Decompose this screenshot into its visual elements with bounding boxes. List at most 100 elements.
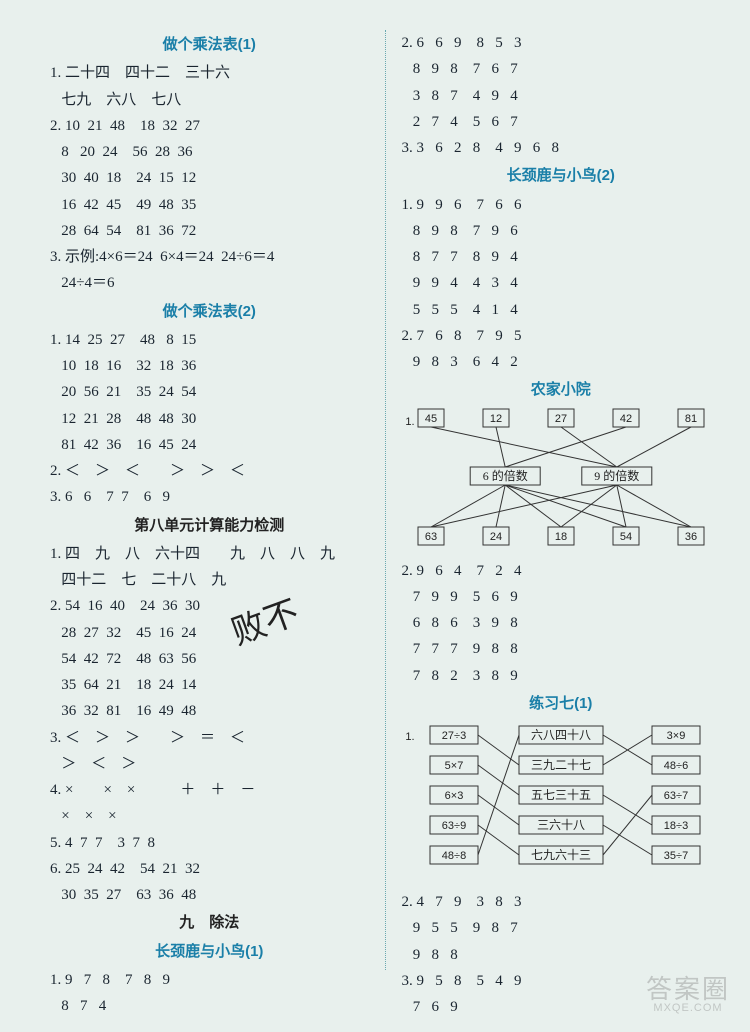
answer-row: 8 9 8 7 9 6: [402, 218, 721, 244]
answer-row: 四十二 七 二十八 九: [50, 567, 369, 593]
answer-row: 7 8 2 3 8 9: [402, 663, 721, 689]
answer-row: 1. 9 9 6 7 6 6: [402, 192, 721, 218]
svg-text:27: 27: [555, 412, 567, 424]
heading-mul1: 做个乘法表(1): [50, 32, 369, 58]
answer-row: 28 64 54 81 36 72: [50, 218, 369, 244]
svg-text:5×7: 5×7: [444, 760, 463, 772]
answer-row: 12 21 28 48 48 30: [50, 406, 369, 432]
svg-text:9 的倍数: 9 的倍数: [594, 467, 639, 482]
svg-text:18÷3: 18÷3: [664, 820, 688, 832]
svg-text:36: 36: [685, 530, 697, 542]
answer-row: 2. 6 6 9 8 5 3: [402, 30, 721, 56]
answer-row: 8 20 24 56 28 36: [50, 139, 369, 165]
answer-row: 7 7 7 9 8 8: [402, 636, 721, 662]
svg-text:63: 63: [425, 530, 437, 542]
answer-row: 54 42 72 48 63 56: [50, 646, 369, 672]
svg-text:42: 42: [620, 412, 632, 424]
answer-row: 9 5 5 9 8 7: [402, 915, 721, 941]
answer-row: ＞ ＜ ＞: [50, 751, 369, 777]
svg-text:27÷3: 27÷3: [442, 730, 466, 742]
answer-row: 4. × × × ＋ ＋ －: [50, 777, 369, 803]
column-divider: [385, 30, 386, 970]
answer-row: 9 9 4 4 3 4: [402, 270, 721, 296]
answer-row: 1. 9 7 8 7 8 9: [50, 967, 369, 993]
answer-row: 2. 9 6 4 7 2 4: [402, 558, 721, 584]
answer-row: 5 5 5 4 1 4: [402, 297, 721, 323]
svg-text:63÷7: 63÷7: [664, 790, 688, 802]
block-giraffe1: 1. 9 7 8 7 8 9 8 7 4: [50, 967, 369, 1020]
answer-row: 6 8 6 3 9 8: [402, 610, 721, 636]
answer-row: 8 7 7 8 9 4: [402, 244, 721, 270]
svg-text:1.: 1.: [406, 731, 415, 743]
answer-row: × × ×: [50, 803, 369, 829]
answer-row: 3. 6 6 7 7 6 9: [50, 484, 369, 510]
svg-text:54: 54: [620, 530, 632, 542]
diagram-matching: 27÷35×76×363÷948÷8六八四十八三九二十七五七三十五三六十八七九六…: [406, 719, 716, 887]
answer-row: 2. 10 21 48 18 32 27: [50, 113, 369, 139]
diagram-multiples: 45 12 27 42 81 6 的倍数 9 的倍数 63 24 18 54 36 1.: [406, 406, 716, 556]
svg-text:6×3: 6×3: [444, 790, 463, 802]
answer-row: 9 8 3 6 4 2: [402, 349, 721, 375]
block-unit8: 1. 四 九 八 六十四 九 八 八 九 四十二 七 二十八 九2. 54 16…: [50, 541, 369, 909]
heading-ex7: 练习七(1): [402, 691, 721, 717]
svg-text:1.: 1.: [406, 415, 415, 427]
heading-div: 九 除法: [50, 910, 369, 936]
answer-row: 3. ＜ ＞ ＞ ＞ ＝ ＜: [50, 725, 369, 751]
answer-row: 30 40 18 24 15 12: [50, 165, 369, 191]
answer-row: 9 8 8: [402, 942, 721, 968]
answer-row: 3 8 7 4 9 4: [402, 83, 721, 109]
block-giraffe2: 1. 9 9 6 7 6 6 8 9 8 7 9 6 8 7 7 8 9 4 9…: [402, 192, 721, 376]
svg-text:6 的倍数: 6 的倍数: [482, 467, 527, 482]
svg-text:35÷7: 35÷7: [664, 850, 688, 862]
answer-row: 1. 二十四 四十二 三十六: [50, 60, 369, 86]
svg-text:五七三十五: 五七三十五: [531, 788, 591, 802]
svg-text:63÷9: 63÷9: [442, 820, 466, 832]
answer-row: 8 7 4: [50, 993, 369, 1019]
svg-text:45: 45: [425, 412, 437, 424]
answer-row: 10 18 16 32 18 36: [50, 353, 369, 379]
answer-row: 30 35 27 63 36 48: [50, 882, 369, 908]
watermark-url: MXQE.COM: [646, 1002, 730, 1014]
svg-text:3×9: 3×9: [666, 730, 685, 742]
answer-row: 3. 3 6 2 8 4 9 6 8: [402, 135, 721, 161]
watermark: 答案圈 MXQE.COM: [646, 969, 730, 1014]
answer-row: 35 64 21 18 24 14: [50, 672, 369, 698]
answer-row: 2. ＜ ＞ ＜ ＞ ＞ ＜: [50, 458, 369, 484]
left-column: 做个乘法表(1) 1. 二十四 四十二 三十六 七九 六八 七八2. 10 21…: [50, 30, 381, 970]
answer-row: 28 27 32 45 16 24: [50, 620, 369, 646]
answer-row: 16 42 45 49 48 35: [50, 192, 369, 218]
answer-row: 1. 14 25 27 48 8 15: [50, 327, 369, 353]
svg-text:24: 24: [490, 530, 502, 542]
block-mul1: 1. 二十四 四十二 三十六 七九 六八 七八2. 10 21 48 18 32…: [50, 60, 369, 296]
answer-row: 1. 四 九 八 六十四 九 八 八 九: [50, 541, 369, 567]
answer-row: 8 9 8 7 6 7: [402, 56, 721, 82]
heading-mul2: 做个乘法表(2): [50, 299, 369, 325]
svg-text:18: 18: [555, 530, 567, 542]
answer-row: 7 9 9 5 6 9: [402, 584, 721, 610]
answer-row: 81 42 36 16 45 24: [50, 432, 369, 458]
answer-row: 七九 六八 七八: [50, 87, 369, 113]
svg-text:48÷8: 48÷8: [442, 850, 466, 862]
svg-text:12: 12: [490, 412, 502, 424]
block-mul2: 1. 14 25 27 48 8 15 10 18 16 32 18 36 20…: [50, 327, 369, 511]
right-column: 2. 6 6 9 8 5 3 8 9 8 7 6 7 3 8 7 4 9 4 2…: [390, 30, 721, 970]
answer-row: 3. 示例:4×6＝24 6×4＝24 24÷6＝4: [50, 244, 369, 270]
answer-row: 20 56 21 35 24 54: [50, 379, 369, 405]
answer-row: 2. 7 6 8 7 9 5: [402, 323, 721, 349]
answer-row: 5. 4 7 7 3 7 8: [50, 830, 369, 856]
answer-row: 36 32 81 16 49 48: [50, 698, 369, 724]
answer-row: 2. 4 7 9 3 8 3: [402, 889, 721, 915]
watermark-text: 答案圈: [646, 974, 730, 1004]
heading-giraffe1: 长颈鹿与小鸟(1): [50, 939, 369, 965]
heading-unit8: 第八单元计算能力检测: [50, 513, 369, 539]
block-r1: 2. 6 6 9 8 5 3 8 9 8 7 6 7 3 8 7 4 9 4 2…: [402, 30, 721, 161]
heading-farmyard: 农家小院: [402, 377, 721, 403]
svg-text:48÷6: 48÷6: [664, 760, 688, 772]
svg-text:81: 81: [685, 412, 697, 424]
answer-row: 2 7 4 5 6 7: [402, 109, 721, 135]
heading-giraffe2: 长颈鹿与小鸟(2): [402, 163, 721, 189]
block-r3: 2. 9 6 4 7 2 4 7 9 9 5 6 9 6 8 6 3 9 8 7…: [402, 558, 721, 689]
answer-row: 24÷4＝6: [50, 270, 369, 296]
answer-row: 2. 54 16 40 24 36 30: [50, 593, 369, 619]
answer-row: 6. 25 24 42 54 21 32: [50, 856, 369, 882]
